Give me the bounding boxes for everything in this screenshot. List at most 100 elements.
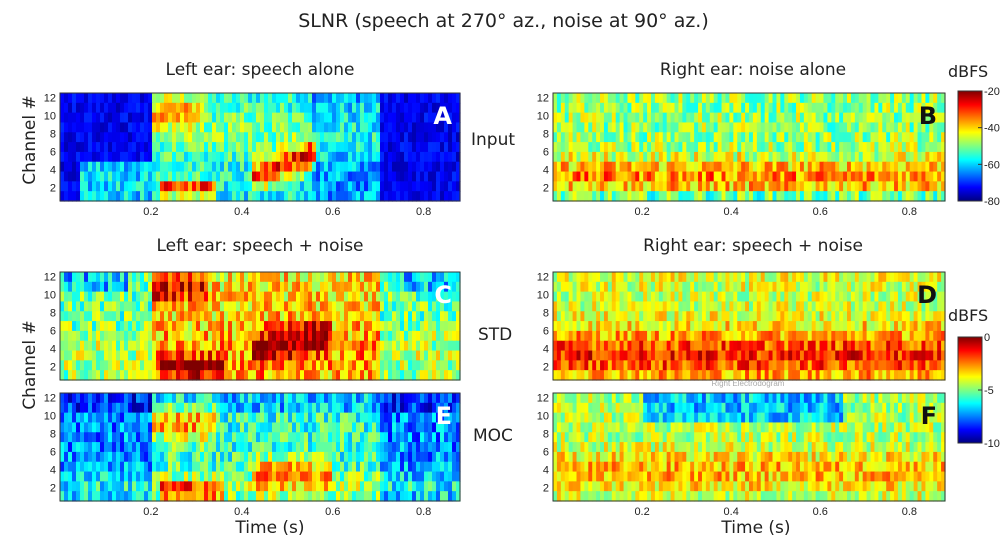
heatmap-cell	[436, 122, 441, 133]
heatmap-cell	[432, 171, 437, 182]
heatmap-cell	[340, 422, 345, 433]
heatmap-cell	[348, 93, 353, 104]
heatmap-cell	[670, 272, 676, 283]
panel-frame	[59, 271, 461, 381]
heatmap-cell	[905, 330, 911, 342]
heatmap-cell	[208, 191, 213, 202]
heatmap-cell	[792, 281, 797, 293]
heatmap-cell	[256, 432, 261, 443]
heatmap-cell	[701, 191, 707, 202]
heatmap-cell	[192, 393, 197, 404]
heatmap-cell	[737, 171, 742, 182]
heatmap-cell	[356, 370, 361, 381]
heatmap-cell	[658, 330, 664, 342]
heatmap-cell	[456, 171, 461, 182]
heatmap-cell	[635, 321, 640, 332]
heatmap-cell	[244, 132, 249, 143]
heatmap-cell	[737, 102, 742, 114]
heatmap-cell	[412, 102, 417, 114]
heatmap-cell	[694, 142, 699, 153]
heatmap-cell	[408, 171, 413, 182]
heatmap-cell	[440, 340, 445, 352]
heatmap-cell	[412, 171, 417, 182]
heatmap-cell	[212, 402, 217, 414]
heatmap-cell	[701, 370, 707, 381]
heatmap-cell	[678, 360, 683, 371]
heatmap-cell	[862, 272, 868, 283]
heatmap-cell	[284, 370, 289, 381]
heatmap-cell	[120, 102, 125, 114]
heatmap-cell	[568, 161, 574, 173]
heatmap-cell	[276, 412, 281, 424]
heatmap-cell	[168, 393, 173, 404]
heatmap-cell	[148, 93, 153, 104]
heatmap-cell	[208, 330, 213, 342]
heatmap-cell	[304, 181, 309, 192]
heatmap-cell	[432, 161, 437, 173]
heatmap-cell	[116, 402, 121, 414]
heatmap-cell	[448, 151, 453, 163]
heatmap-cell	[60, 321, 65, 332]
heatmap-cell	[929, 360, 934, 371]
heatmap-cell	[623, 321, 629, 332]
heatmap-cell	[862, 291, 868, 303]
heatmap-cell	[332, 181, 337, 192]
heatmap-cell	[752, 330, 758, 342]
heatmap-cell	[308, 422, 313, 433]
heatmap-cell	[376, 102, 381, 114]
heatmap-cell	[132, 272, 137, 283]
heatmap-cell	[288, 161, 293, 173]
heatmap-cell	[909, 360, 915, 371]
heatmap-cell	[713, 330, 719, 342]
y-tick-label: 4	[50, 344, 56, 356]
heatmap-cell	[878, 132, 883, 143]
heatmap-cell	[901, 350, 907, 361]
heatmap-cell	[690, 93, 695, 104]
heatmap-cell	[580, 311, 585, 322]
heatmap-cell	[184, 350, 189, 361]
heatmap-cell	[168, 191, 173, 202]
heatmap-cell	[670, 122, 676, 133]
heatmap-cell	[272, 171, 277, 182]
heatmap-cell	[356, 301, 361, 312]
heatmap-cell	[196, 102, 201, 114]
heatmap-cell	[180, 393, 185, 404]
heatmap-cell	[440, 370, 445, 381]
heatmap-cell	[184, 272, 189, 283]
heatmap-cell	[408, 402, 413, 414]
heatmap-cell	[440, 301, 445, 312]
heatmap-cell	[882, 93, 887, 104]
heatmap-cell	[344, 370, 349, 381]
heatmap-cell	[639, 161, 644, 173]
heatmap-cell	[340, 301, 345, 312]
heatmap-cell	[132, 340, 137, 352]
heatmap-cell	[858, 112, 864, 124]
heatmap-cell	[670, 161, 676, 173]
heatmap-cell	[340, 122, 345, 133]
heatmap-cell	[360, 340, 365, 352]
heatmap-cell	[268, 291, 273, 303]
heatmap-cell	[316, 142, 321, 153]
heatmap-cell	[384, 360, 389, 371]
heatmap-cell	[709, 370, 715, 381]
heatmap-cell	[416, 181, 421, 192]
heatmap-row-ch12	[60, 393, 461, 404]
heatmap-cell	[768, 112, 774, 124]
heatmap-cell	[80, 151, 85, 163]
heatmap-cell	[344, 181, 349, 192]
heatmap-cell	[850, 370, 856, 381]
heatmap-cell	[292, 93, 297, 104]
heatmap-cell	[324, 272, 329, 283]
heatmap-cell	[662, 370, 668, 381]
heatmap-cell	[64, 132, 69, 143]
heatmap-cell	[827, 171, 832, 182]
heatmap-cell	[96, 291, 101, 303]
heatmap-cell	[60, 122, 65, 133]
heatmap-cell	[615, 161, 621, 173]
heatmap-cell	[560, 301, 566, 312]
heatmap-cell	[88, 330, 93, 342]
heatmap-cell	[368, 171, 373, 182]
heatmap-cell	[682, 321, 687, 332]
heatmap-cell	[886, 281, 891, 293]
